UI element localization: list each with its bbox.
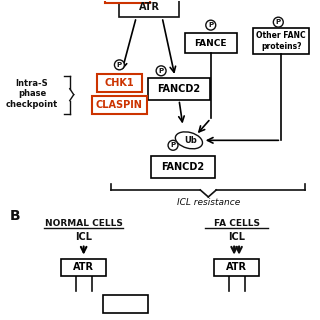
Circle shape (206, 20, 216, 30)
Bar (92, 96, 147, 114)
Bar (148, 78, 210, 100)
Bar (61, 259, 107, 276)
Bar (119, 0, 179, 17)
Text: Other FANC
proteins?: Other FANC proteins? (256, 31, 306, 51)
Text: ICL resistance: ICL resistance (177, 198, 240, 207)
Text: ATR: ATR (226, 262, 247, 272)
Bar (97, 74, 142, 92)
Text: Intra-S
phase
checkpoint: Intra-S phase checkpoint (6, 79, 58, 108)
Text: Ub: Ub (185, 136, 197, 145)
Text: P: P (158, 68, 164, 74)
Circle shape (273, 17, 283, 27)
Text: FA CELLS: FA CELLS (213, 219, 260, 228)
Text: ATR: ATR (139, 2, 160, 12)
Text: P: P (117, 62, 122, 68)
Bar (151, 156, 215, 178)
Text: CHK1: CHK1 (105, 78, 134, 88)
Ellipse shape (175, 132, 203, 149)
Text: ATR: ATR (73, 262, 94, 272)
Text: P: P (171, 142, 176, 148)
Circle shape (115, 60, 124, 70)
Circle shape (156, 66, 166, 76)
Text: FANCD2: FANCD2 (157, 84, 201, 94)
Text: FANCE: FANCE (195, 38, 227, 47)
Bar (214, 259, 260, 276)
Text: ICL: ICL (228, 232, 245, 242)
Text: P: P (208, 22, 213, 28)
Text: CLASPIN: CLASPIN (96, 100, 143, 109)
Text: ICL: ICL (75, 232, 92, 242)
Text: B: B (10, 209, 21, 223)
Circle shape (168, 140, 178, 150)
Text: P: P (276, 19, 281, 25)
Text: FANCD2: FANCD2 (161, 162, 204, 172)
Bar (253, 28, 309, 54)
Text: NORMAL CELLS: NORMAL CELLS (45, 219, 123, 228)
Bar (105, 0, 150, 3)
Bar (185, 33, 236, 53)
Bar (102, 295, 148, 313)
